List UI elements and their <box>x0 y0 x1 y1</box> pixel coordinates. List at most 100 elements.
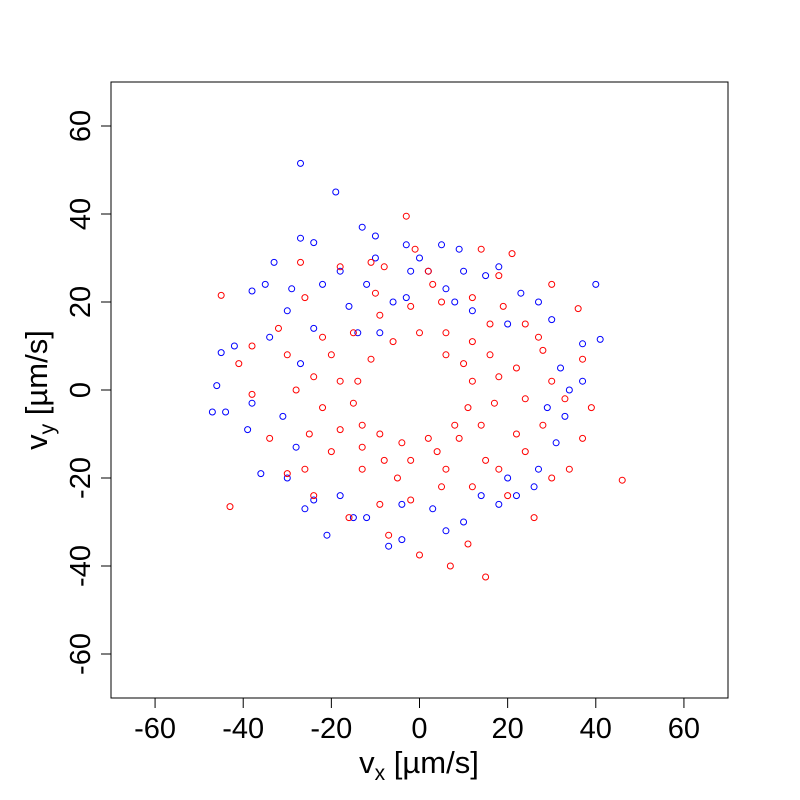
data-point-series-2 <box>345 514 353 522</box>
data-point-series-1 <box>248 399 256 407</box>
data-point-series-1 <box>213 382 221 390</box>
data-point-series-1 <box>482 272 490 280</box>
data-point-series-1 <box>358 223 366 231</box>
data-point-series-1 <box>451 298 459 306</box>
data-point-series-2 <box>301 294 309 302</box>
data-point-series-1 <box>283 307 291 315</box>
data-point-series-2 <box>464 540 472 548</box>
y-tick-label: 20 <box>65 286 97 318</box>
data-point-series-2 <box>446 562 454 570</box>
data-point-series-2 <box>376 430 384 438</box>
data-point-series-1 <box>310 496 318 504</box>
data-point-series-1 <box>442 285 450 293</box>
data-point-series-2 <box>579 355 587 363</box>
y-tick-label: -40 <box>65 545 97 587</box>
data-point-series-1 <box>297 360 305 368</box>
data-point-series-2 <box>424 434 432 442</box>
data-point-series-2 <box>393 474 401 482</box>
data-point-series-2 <box>490 399 498 407</box>
x-axis: -60 -40 -20 0 20 40 60 <box>134 697 700 745</box>
data-point-series-1 <box>504 320 512 328</box>
data-point-series-2 <box>310 492 318 500</box>
data-point-series-1 <box>512 492 520 500</box>
x-tick-label: 60 <box>668 713 700 745</box>
data-point-series-2 <box>579 434 587 442</box>
x-axis-title-unit: [µm/s] <box>385 745 479 780</box>
data-point-series-2 <box>539 346 547 354</box>
y-tick-label: 40 <box>65 198 97 230</box>
data-point-series-2 <box>504 492 512 500</box>
data-point-series-2 <box>429 280 437 288</box>
data-point-series-2 <box>358 465 366 473</box>
data-point-series-2 <box>521 395 529 403</box>
data-point-series-2 <box>327 448 335 456</box>
data-point-series-1 <box>592 280 600 288</box>
data-point-series-2 <box>442 351 450 359</box>
data-point-series-2 <box>508 250 516 258</box>
data-point-series-2 <box>482 573 490 581</box>
data-point-series-2 <box>455 434 463 442</box>
data-point-series-2 <box>358 443 366 451</box>
x-tick-label: 20 <box>492 713 524 745</box>
data-point-series-1 <box>596 335 604 343</box>
x-tick-label: 40 <box>580 713 612 745</box>
data-point-series-1 <box>323 531 331 539</box>
data-point-series-1 <box>398 536 406 544</box>
data-point-series-2 <box>530 514 538 522</box>
data-point-series-2 <box>226 503 234 511</box>
data-point-series-1 <box>495 263 503 271</box>
x-tick-label: -20 <box>310 713 352 745</box>
data-point-series-1 <box>376 329 384 337</box>
y-axis: -60 -40 -20 0 20 40 60 <box>65 110 112 675</box>
data-point-series-2 <box>574 305 582 313</box>
data-point-series-1 <box>416 254 423 262</box>
data-point-series-1 <box>579 377 587 385</box>
y-axis-title-base: v <box>19 434 54 450</box>
data-point-series-1 <box>460 267 468 275</box>
data-point-series-1 <box>336 492 344 500</box>
data-point-series-1 <box>579 340 587 348</box>
data-point-series-1 <box>468 307 476 315</box>
data-point-series-1 <box>389 298 397 306</box>
y-tick-label: 60 <box>65 110 97 142</box>
data-point-series-1 <box>543 404 551 412</box>
data-point-series-2 <box>548 280 556 288</box>
data-point-series-2 <box>416 551 423 559</box>
data-points <box>208 159 626 581</box>
data-point-series-1 <box>310 324 318 332</box>
data-point-series-2 <box>358 421 366 429</box>
data-point-series-1 <box>548 316 556 324</box>
data-point-series-1 <box>345 302 353 310</box>
data-point-series-1 <box>297 159 305 167</box>
data-point-series-1 <box>477 492 485 500</box>
data-point-series-2 <box>438 483 446 491</box>
data-point-series-2 <box>380 263 388 271</box>
data-point-series-1 <box>561 412 569 420</box>
data-point-series-1 <box>517 289 525 297</box>
data-point-series-1 <box>363 514 371 522</box>
data-point-series-1 <box>257 470 265 478</box>
data-point-series-1 <box>504 474 512 482</box>
data-point-series-2 <box>464 404 472 412</box>
data-point-series-1 <box>297 234 305 242</box>
data-point-series-2 <box>424 267 432 275</box>
data-point-series-1 <box>283 474 291 482</box>
data-point-series-1 <box>371 254 379 262</box>
data-point-series-2 <box>512 430 520 438</box>
data-point-series-2 <box>283 470 291 478</box>
data-point-series-1 <box>371 232 379 240</box>
data-point-series-2 <box>407 496 415 504</box>
data-point-series-2 <box>297 258 305 266</box>
data-point-series-2 <box>274 324 282 332</box>
data-point-series-1 <box>349 514 357 522</box>
data-point-series-2 <box>442 329 450 337</box>
data-point-series-2 <box>416 329 423 337</box>
data-point-series-1 <box>565 386 573 394</box>
data-point-series-1 <box>385 542 393 550</box>
data-point-series-2 <box>376 500 384 508</box>
data-point-series-2 <box>292 386 300 394</box>
data-point-series-2 <box>283 351 291 359</box>
y-tick-label: -20 <box>65 457 97 499</box>
plot-frame <box>110 81 729 699</box>
